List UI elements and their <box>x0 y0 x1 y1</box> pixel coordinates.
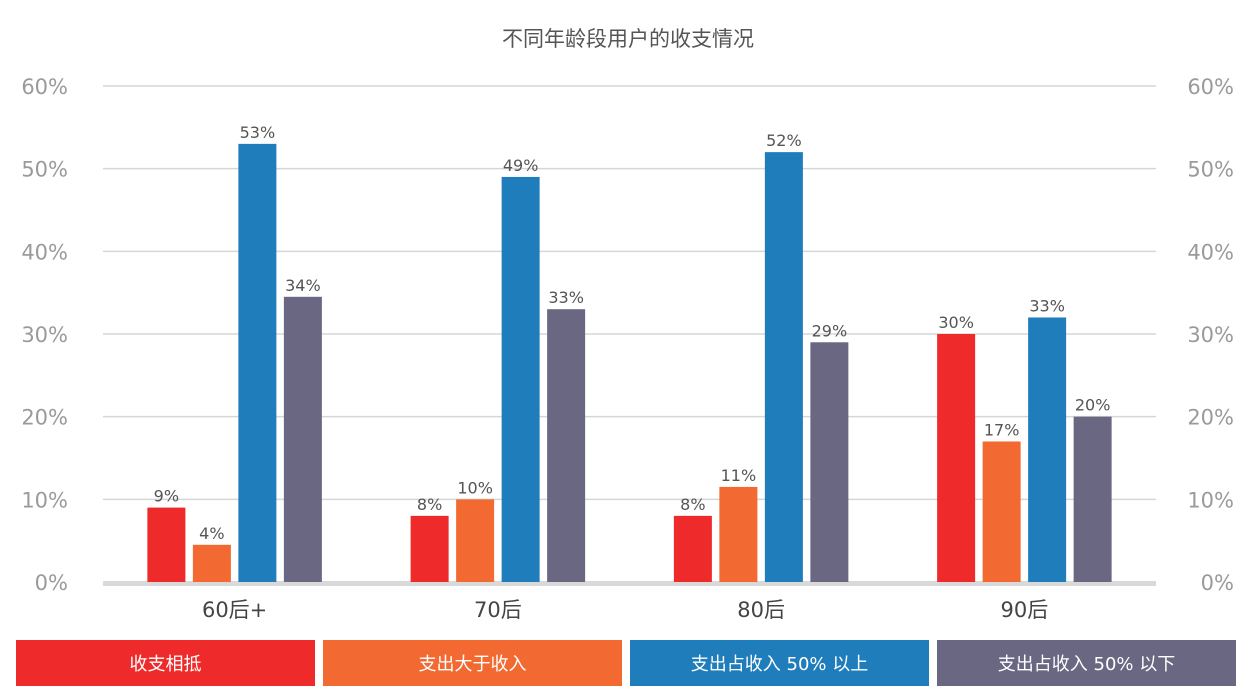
y-tick-label-right: 20% <box>1187 406 1234 430</box>
bar <box>147 507 186 582</box>
y-tick-label-left: 40% <box>21 240 68 264</box>
chart-title: 不同年龄段用户的收支情况 <box>502 27 754 51</box>
data-label: 30% <box>938 313 974 332</box>
legend-item-overspend: 支出大于收入 <box>323 640 622 686</box>
data-label: 10% <box>457 478 493 497</box>
y-tick-label-left: 50% <box>21 158 68 182</box>
legend-item-spend-under-half: 支出占收入 50% 以下 <box>937 640 1236 686</box>
data-label: 29% <box>812 321 848 340</box>
bar <box>501 176 540 582</box>
data-label: 53% <box>240 123 276 142</box>
data-label: 8% <box>680 495 705 514</box>
bar <box>982 441 1021 582</box>
bar <box>1028 317 1067 582</box>
data-label: 20% <box>1075 396 1111 415</box>
data-label: 8% <box>417 495 442 514</box>
x-tick-label: 80后 <box>737 598 785 622</box>
bar <box>673 515 712 582</box>
data-label: 52% <box>766 131 802 150</box>
bar <box>764 152 803 582</box>
y-tick-label-left: 20% <box>21 406 68 430</box>
y-tick-label-left: 10% <box>21 488 68 512</box>
data-label: 9% <box>154 487 179 506</box>
data-label: 17% <box>984 420 1020 439</box>
y-tick-label-right: 10% <box>1187 488 1234 512</box>
bar <box>456 499 495 582</box>
data-label: 33% <box>1029 296 1065 315</box>
data-label: 11% <box>721 466 757 485</box>
data-label: 49% <box>503 156 539 175</box>
legend-item-break-even: 收支相抵 <box>16 640 315 686</box>
y-tick-label-left: 60% <box>21 75 68 99</box>
x-tick-label: 70后 <box>474 598 522 622</box>
bar <box>283 296 322 582</box>
bar <box>719 486 758 582</box>
y-tick-label-right: 0% <box>1201 571 1234 595</box>
legend-item-spend-over-half: 支出占收入 50% 以上 <box>630 640 929 686</box>
y-tick-label-left: 0% <box>35 571 68 595</box>
y-tick-label-right: 60% <box>1187 75 1234 99</box>
x-tick-label: 60后+ <box>202 598 267 622</box>
y-tick-label-right: 30% <box>1187 323 1234 347</box>
bar <box>547 309 586 582</box>
bar <box>410 515 449 582</box>
y-tick-label-right: 40% <box>1187 240 1234 264</box>
bar <box>937 334 976 582</box>
x-axis-baseline <box>103 581 1156 586</box>
x-tick-label: 90后 <box>1001 598 1049 622</box>
legend-label: 支出占收入 50% 以下 <box>997 654 1176 675</box>
y-tick-label-right: 50% <box>1187 158 1234 182</box>
bar <box>810 342 849 582</box>
y-tick-label-left: 30% <box>21 323 68 347</box>
bar <box>238 143 277 582</box>
data-label: 34% <box>285 276 321 295</box>
legend: 收支相抵 支出大于收入 支出占收入 50% 以上 支出占收入 50% 以下 <box>16 640 1236 686</box>
bar <box>1073 416 1112 582</box>
bar-chart: 不同年龄段用户的收支情况 0% 0% 10% 10% 20% 20% 30% 30% 40% 40… <box>21 27 1234 622</box>
legend-label: 支出占收入 50% 以上 <box>690 654 869 675</box>
data-label: 33% <box>548 288 584 307</box>
legend-label: 支出大于收入 <box>418 654 527 675</box>
data-label: 4% <box>199 524 224 543</box>
legend-label: 收支相抵 <box>129 654 202 675</box>
bar <box>192 544 231 582</box>
